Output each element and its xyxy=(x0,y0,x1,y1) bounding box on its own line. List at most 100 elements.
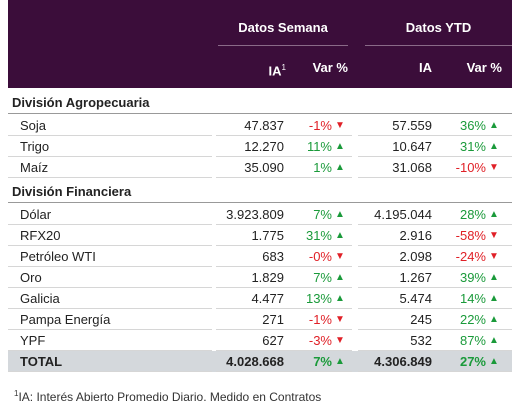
row-rule xyxy=(216,308,352,309)
row-rule xyxy=(358,177,512,178)
trend-arrow: ▲ xyxy=(489,293,499,304)
row-rule xyxy=(358,329,512,330)
cell: 87% xyxy=(459,333,486,348)
row-rule xyxy=(216,287,352,288)
trend-arrow: ▲ xyxy=(489,141,499,152)
cell: 27% xyxy=(459,354,486,369)
header-band xyxy=(8,0,512,88)
trend-arrow: ▲ xyxy=(489,209,499,220)
cell: 31% xyxy=(305,228,332,243)
row-label: Petróleo WTI xyxy=(20,249,96,264)
cell: 2.098 xyxy=(399,249,432,264)
cell: 47.837 xyxy=(244,118,284,133)
cell: -3% xyxy=(308,333,332,348)
row-rule xyxy=(8,245,212,246)
row-rule xyxy=(8,308,212,309)
row-label: Galicia xyxy=(20,291,60,306)
row-rule xyxy=(216,135,352,136)
cell: -1% xyxy=(308,312,332,327)
cell: 31.068 xyxy=(392,160,432,175)
row-label: Dólar xyxy=(20,207,52,222)
cell: 14% xyxy=(459,291,486,306)
row-rule xyxy=(358,224,512,225)
cell: -1% xyxy=(308,118,332,133)
row-rule xyxy=(216,266,352,267)
trend-arrow: ▼ xyxy=(489,251,499,262)
trend-arrow: ▲ xyxy=(335,141,345,152)
row-rule xyxy=(8,156,212,157)
cell: 4.306.849 xyxy=(374,354,432,369)
cell: 271 xyxy=(262,312,284,327)
trend-arrow: ▼ xyxy=(335,314,345,325)
trend-arrow: ▼ xyxy=(489,230,499,241)
row-label: Oro xyxy=(20,270,42,285)
cell: 2.916 xyxy=(399,228,432,243)
row-rule xyxy=(8,266,212,267)
group-header: Datos YTD xyxy=(405,20,472,35)
trend-arrow: ▲ xyxy=(335,230,345,241)
cell: 1.829 xyxy=(251,270,284,285)
cell: 11% xyxy=(306,139,332,154)
row-label: Soja xyxy=(20,118,47,133)
section-rule xyxy=(8,202,512,203)
group-rule xyxy=(218,45,348,46)
group-rule xyxy=(365,45,512,46)
trend-arrow: ▼ xyxy=(335,335,345,346)
cell: 4.028.668 xyxy=(226,354,284,369)
row-rule xyxy=(8,177,212,178)
cell: 5.474 xyxy=(399,291,432,306)
footnote: 1IA: Interés Abierto Promedio Diario. Me… xyxy=(14,386,321,405)
column-header: IA1 xyxy=(220,60,286,79)
group-header: Datos Semana xyxy=(238,20,328,35)
cell: 57.559 xyxy=(392,118,432,133)
row-rule xyxy=(358,245,512,246)
trend-arrow: ▼ xyxy=(489,162,499,173)
cell: 7% xyxy=(313,354,332,369)
row-rule xyxy=(8,350,212,351)
column-header-text: IA xyxy=(268,63,282,79)
cell: -10% xyxy=(455,160,486,175)
note-mark: 1 xyxy=(281,63,286,72)
row-rule xyxy=(8,224,212,225)
row-rule xyxy=(358,135,512,136)
trend-arrow: ▲ xyxy=(489,272,499,283)
cell: 1% xyxy=(313,160,332,175)
cell: -0% xyxy=(308,249,332,264)
row-label: Maíz xyxy=(20,160,49,175)
cell: 7% xyxy=(313,270,332,285)
row-rule xyxy=(216,350,352,351)
trend-arrow: ▲ xyxy=(335,209,345,220)
trend-arrow: ▲ xyxy=(489,335,499,346)
row-rule xyxy=(358,350,512,351)
trend-arrow: ▲ xyxy=(489,120,499,131)
section-title: División Agropecuaria xyxy=(12,95,150,110)
cell: 1.267 xyxy=(399,270,432,285)
cell: 7% xyxy=(313,207,332,222)
cell: 532 xyxy=(410,333,432,348)
column-header: Var % xyxy=(466,60,502,75)
row-rule xyxy=(358,266,512,267)
row-rule xyxy=(216,224,352,225)
trend-arrow: ▼ xyxy=(335,251,345,262)
row-rule xyxy=(8,329,212,330)
row-rule xyxy=(216,245,352,246)
footnote-text: IA: Interés Abierto Promedio Diario. Med… xyxy=(18,390,322,404)
cell: 22% xyxy=(459,312,486,327)
trend-arrow: ▲ xyxy=(335,293,345,304)
trend-arrow: ▲ xyxy=(489,356,499,367)
cell: 28% xyxy=(459,207,486,222)
row-label: Pampa Energía xyxy=(20,312,111,327)
cell: 31% xyxy=(459,139,486,154)
section-title: División Financiera xyxy=(12,184,132,199)
row-label: YPF xyxy=(20,333,46,348)
row-rule xyxy=(358,371,512,372)
row-label: RFX20 xyxy=(20,228,61,243)
cell: 3.923.809 xyxy=(226,207,284,222)
section-rule xyxy=(8,113,512,114)
cell: 10.647 xyxy=(392,139,432,154)
column-header: IA xyxy=(419,60,432,75)
cell: 4.195.044 xyxy=(374,207,432,222)
trend-arrow: ▲ xyxy=(335,356,345,367)
row-rule xyxy=(216,156,352,157)
